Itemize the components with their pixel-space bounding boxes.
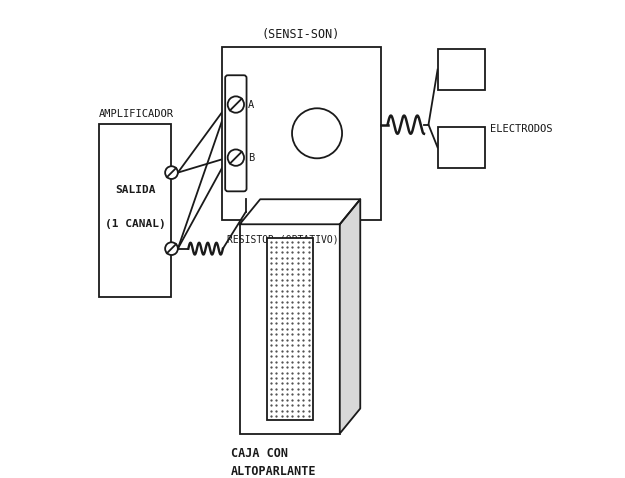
Text: ELECTRODOS: ELECTRODOS bbox=[490, 124, 552, 134]
Bar bbox=[99, 124, 171, 297]
Text: AMPLIFICADOR: AMPLIFICADOR bbox=[99, 109, 174, 119]
Text: A: A bbox=[248, 99, 254, 109]
Bar bbox=[438, 49, 486, 90]
Circle shape bbox=[228, 150, 244, 166]
Bar bbox=[267, 238, 312, 420]
Circle shape bbox=[292, 109, 342, 158]
Text: (1 CANAL): (1 CANAL) bbox=[105, 219, 166, 229]
Polygon shape bbox=[340, 199, 360, 434]
FancyBboxPatch shape bbox=[225, 75, 246, 191]
Bar bbox=[240, 224, 340, 434]
Polygon shape bbox=[240, 199, 360, 224]
Text: ALTOPARLANTE: ALTOPARLANTE bbox=[231, 466, 316, 478]
Circle shape bbox=[228, 97, 244, 113]
Circle shape bbox=[165, 242, 178, 255]
Text: CAJA CON: CAJA CON bbox=[231, 447, 288, 460]
Circle shape bbox=[165, 166, 178, 179]
Bar bbox=[221, 47, 381, 220]
Text: RESISTOR (OPTATIVO): RESISTOR (OPTATIVO) bbox=[228, 234, 339, 244]
Bar bbox=[438, 127, 486, 168]
Text: B: B bbox=[248, 152, 254, 163]
Text: SALIDA: SALIDA bbox=[115, 185, 156, 195]
Text: (SENSI-SON): (SENSI-SON) bbox=[262, 28, 341, 41]
